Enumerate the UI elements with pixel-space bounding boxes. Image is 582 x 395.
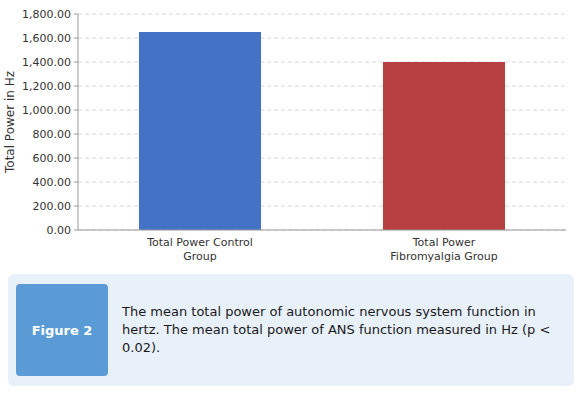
tick-label: 800.00 (33, 128, 72, 141)
tick-label: 600.00 (33, 152, 72, 165)
grid-line (78, 230, 566, 231)
tick-mark (74, 62, 78, 63)
bars (139, 32, 505, 230)
caption: Figure 2 The mean total power of autonomi… (8, 274, 574, 386)
tick-mark (74, 38, 78, 39)
y-axis-line (78, 14, 79, 230)
category-label: Total Power ControlGroup (146, 236, 253, 263)
tick-mark (74, 14, 78, 15)
tick-mark (74, 86, 78, 87)
tick-mark (74, 110, 78, 111)
tick-label: 1,200.00 (22, 80, 71, 93)
x-axis-line (78, 230, 566, 231)
caption-label: Figure 2 (16, 284, 108, 376)
tick-mark (74, 158, 78, 159)
tick-label: 1,000.00 (22, 104, 71, 117)
tick-label: 1,400.00 (22, 56, 71, 69)
tick-label: 1,800.00 (22, 8, 71, 21)
bar (139, 32, 261, 230)
tick-label: 200.00 (33, 200, 72, 213)
category-label: Total PowerFibromyalgia Group (390, 236, 497, 263)
tick-mark (74, 182, 78, 183)
tick-mark (74, 206, 78, 207)
tick-mark (74, 230, 78, 231)
caption-text: The mean total power of autonomic nervou… (122, 303, 566, 357)
y-axis-label: Total Power in Hz (3, 71, 17, 174)
tick-mark (74, 134, 78, 135)
tick-label: 400.00 (33, 176, 72, 189)
tick-label: 1,600.00 (22, 32, 71, 45)
x-axis: Total Power ControlGroup Total PowerFibro… (146, 236, 498, 263)
bar (383, 62, 505, 230)
grid (78, 14, 566, 230)
grid-line (78, 14, 566, 15)
tick-label: 0.00 (47, 224, 72, 237)
chart: 0.00 200.00 400.00 600.00 800.00 1,000.00 1,20… (0, 0, 582, 272)
y-axis: 0.00 200.00 400.00 600.00 800.00 1,000.00 1,20… (22, 8, 78, 237)
